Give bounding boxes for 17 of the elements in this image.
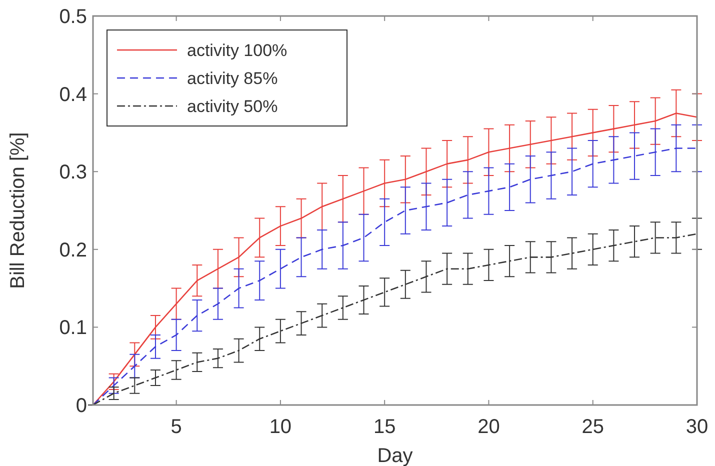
y-tick-label: 0	[76, 395, 87, 417]
y-axis-title: Bill Reduction [%]	[7, 132, 29, 289]
x-axis-title: Day	[377, 445, 413, 466]
x-tick-label: 25	[582, 416, 604, 438]
x-tick-label: 15	[373, 416, 396, 438]
x-tick-label: 10	[269, 416, 292, 438]
y-tick-label: 0.5	[59, 6, 87, 28]
y-tick-label: 0.4	[59, 84, 87, 106]
x-tick-label: 30	[686, 416, 708, 438]
y-tick-label: 0.1	[59, 317, 87, 340]
y-tick-label: 0.2	[59, 239, 87, 262]
legend-label: activity 100%	[187, 41, 288, 60]
legend-label: activity 50%	[187, 97, 278, 116]
x-tick-label: 20	[478, 416, 500, 438]
legend-label: activity 85%	[187, 69, 278, 88]
y-tick-label: 0.3	[59, 162, 87, 184]
x-tick-label: 5	[170, 416, 182, 438]
